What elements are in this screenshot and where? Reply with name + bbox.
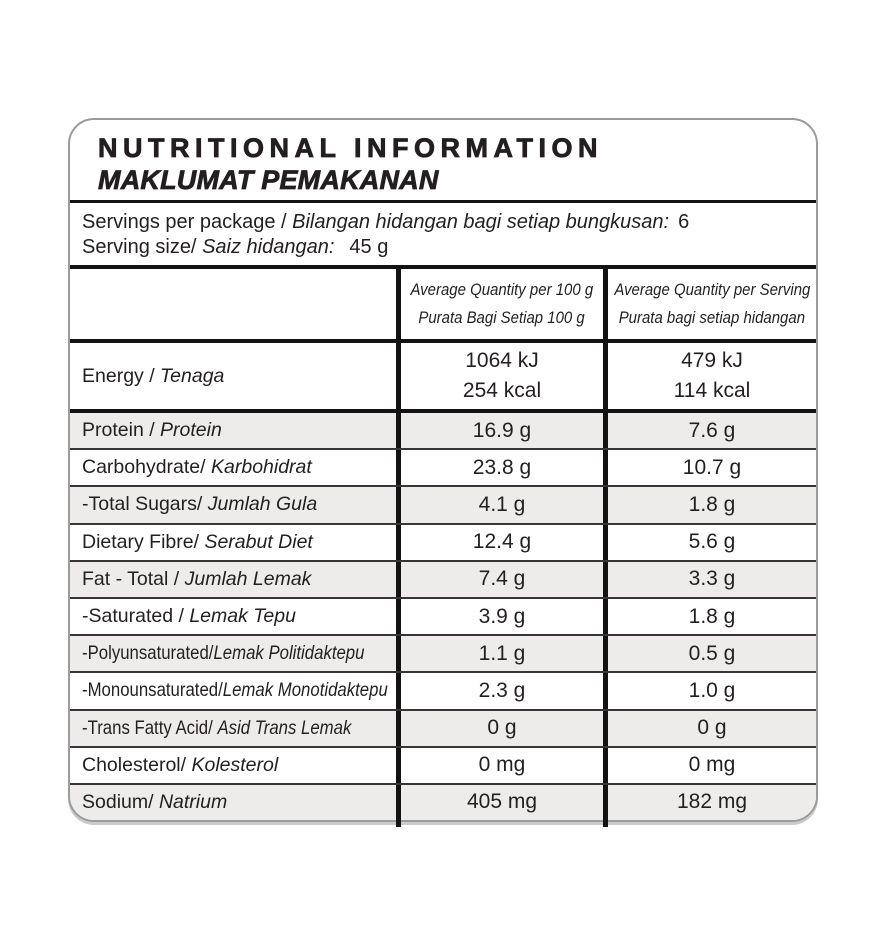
row-per-serving-value: 1.0 g (603, 673, 816, 709)
row-per-serving-value: 0 g (603, 710, 816, 746)
row-per-serving-value: 0 mg (603, 747, 816, 783)
row-per-serving-value: 5.6 g (603, 524, 816, 560)
title-english: NUTRITIONAL INFORMATION (98, 133, 603, 164)
servings-per-package-line: Servings per package / Bilangan hidangan… (82, 210, 816, 235)
row-per-serving-value: 7.6 g (603, 413, 816, 449)
serving-size-label-my: Saiz hidangan: (202, 236, 335, 258)
header-per-serving-my: Purata bagi setiap hidangan (618, 308, 806, 327)
row-per-serving-value: 182 mg (603, 784, 816, 820)
energy-label: Energy / Tenaga (82, 364, 225, 387)
title-malay: MAKLUMAT PEMAKANAN (98, 165, 439, 196)
energy-per-100g: 1064 kJ 254 kcal (396, 343, 603, 409)
row-total-sugars: -Total Sugars/ Jumlah Gula 4.1 g 1.8 g (70, 485, 816, 523)
row-monounsaturated-fat: -Monounsaturated/Lemak Monotidaktepu 2.3… (70, 671, 816, 709)
row-per-serving-value: 10.7 g (603, 450, 816, 486)
serving-size-value: 45 g (349, 236, 389, 258)
row-per-100g-value: 16.9 g (396, 413, 603, 449)
row-dietary-fibre: Dietary Fibre/ Serabut Diet 12.4 g 5.6 g (70, 522, 816, 560)
row-label: -Polyunsaturated/Lemak Politidaktepu (82, 642, 365, 665)
energy-per-serving-kcal: 114 kcal (673, 379, 751, 402)
row-saturated-fat: -Saturated / Lemak Tepu 3.9 g 1.8 g (70, 596, 816, 635)
header-empty-cell (70, 269, 396, 339)
header-per-100g: Average Quantity per 100 g Purata Bagi S… (396, 269, 603, 339)
row-label: Dietary Fibre/ Serabut Diet (82, 530, 313, 553)
row-fat-total: Fat - Total / Jumlah Lemak 7.4 g 3.3 g (70, 559, 816, 597)
row-per-100g-value: 1.1 g (396, 636, 603, 672)
row-per-100g-value: 3.9 g (396, 598, 603, 635)
row-label: Carbohydrate/ Karbohidrat (82, 456, 312, 479)
energy-per-serving: 479 kJ 114 kcal (603, 343, 816, 409)
row-per-serving-value: 1.8 g (603, 598, 816, 635)
row-carbohydrate: Carbohydrate/ Karbohidrat 23.8 g 10.7 g (70, 448, 816, 486)
energy-per-100g-kcal: 254 kcal (462, 379, 542, 402)
nutrition-panel: NUTRITIONAL INFORMATION MAKLUMAT PEMAKAN… (68, 118, 818, 822)
table-header-row: Average Quantity per 100 g Purata Bagi S… (70, 269, 816, 343)
row-label: Fat - Total / Jumlah Lemak (82, 567, 312, 590)
header-per-100g-my: Purata Bagi Setiap 100 g (418, 308, 586, 327)
row-per-100g-value: 23.8 g (396, 450, 603, 486)
row-label: -Trans Fatty Acid/ Asid Trans Lemak (82, 716, 352, 739)
column-divider-extension-1 (396, 818, 401, 827)
serving-size-line: Serving size/ Saiz hidangan: 45 g (82, 235, 816, 260)
energy-row: Energy / Tenaga 1064 kJ 254 kcal 479 kJ … (70, 343, 816, 413)
row-label: -Total Sugars/ Jumlah Gula (82, 493, 318, 516)
row-sodium: Sodium/ Natrium 405 mg 182 mg (70, 782, 816, 820)
row-per-100g-value: 405 mg (396, 784, 603, 820)
row-per-serving-value: 1.8 g (603, 487, 816, 523)
row-per-100g-value: 7.4 g (396, 561, 603, 597)
row-per-100g-value: 4.1 g (396, 487, 603, 523)
servings-per-package-label-en: Servings per package / (82, 211, 293, 233)
row-label: Cholesterol/ Kolesterol (82, 753, 279, 776)
header-per-100g-en: Average Quantity per 100 g (410, 280, 594, 299)
nutrition-table: Average Quantity per 100 g Purata Bagi S… (70, 265, 816, 820)
row-per-100g-value: 0 g (396, 710, 603, 746)
row-label: Sodium/ Natrium (82, 790, 228, 813)
energy-per-serving-kj: 479 kJ (681, 349, 743, 372)
servings-per-package-label-my: Bilangan hidangan bagi setiap bungkusan: (292, 211, 670, 233)
serving-size-label-en: Serving size/ (82, 236, 203, 258)
title-divider (70, 200, 816, 203)
row-per-serving-value: 3.3 g (603, 561, 816, 597)
panel-titles: NUTRITIONAL INFORMATION MAKLUMAT PEMAKAN… (70, 120, 816, 196)
row-per-100g-value: 2.3 g (396, 673, 603, 709)
energy-per-100g-kj: 1064 kJ (465, 349, 539, 372)
row-label: Protein / Protein (82, 419, 222, 442)
row-label: -Monounsaturated/Lemak Monotidaktepu (82, 679, 388, 702)
row-trans-fatty-acid: -Trans Fatty Acid/ Asid Trans Lemak 0 g … (70, 708, 816, 746)
nutrient-rows: Protein / Protein 16.9 g 7.6 g Carbohydr… (70, 413, 816, 820)
row-polyunsaturated-fat: -Polyunsaturated/Lemak Politidaktepu 1.1… (70, 634, 816, 672)
column-divider-extension-2 (603, 818, 608, 827)
row-cholesterol: Cholesterol/ Kolesterol 0 mg 0 mg (70, 745, 816, 783)
row-protein: Protein / Protein 16.9 g 7.6 g (70, 413, 816, 449)
servings-info: Servings per package / Bilangan hidangan… (70, 203, 816, 260)
header-per-serving: Average Quantity per Serving Purata bagi… (603, 269, 816, 339)
row-label: -Saturated / Lemak Tepu (82, 605, 296, 628)
header-per-serving-en: Average Quantity per Serving (614, 280, 810, 299)
servings-per-package-value: 6 (678, 211, 690, 233)
row-per-100g-value: 12.4 g (396, 524, 603, 560)
row-per-serving-value: 0.5 g (603, 636, 816, 672)
row-per-100g-value: 0 mg (396, 747, 603, 783)
